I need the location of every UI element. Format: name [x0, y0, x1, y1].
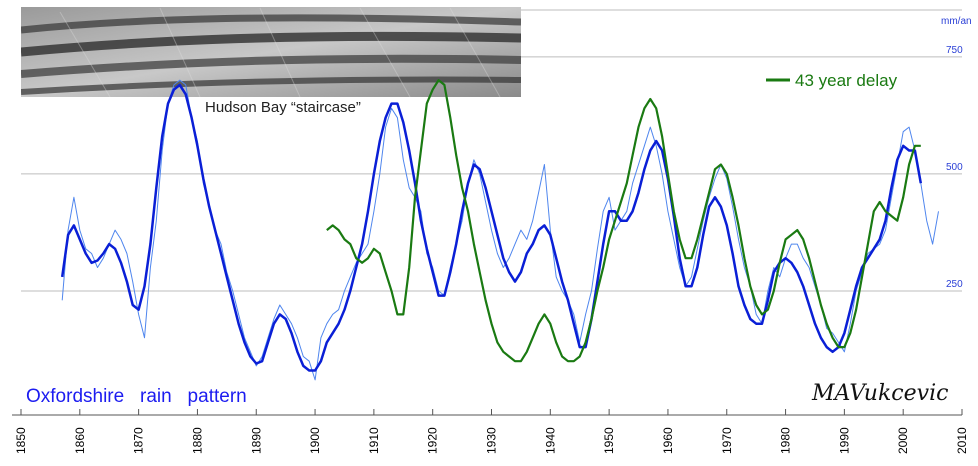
hudson-bay-photo: [21, 7, 521, 97]
x-tick-1900: 1900: [308, 427, 322, 454]
x-tick-1970: 1970: [720, 427, 734, 454]
x-tick-1930: 1930: [485, 427, 499, 454]
legend-label-delay: 43 year delay: [795, 71, 898, 90]
chart-title: Oxfordshire rain pattern: [26, 386, 247, 407]
series-group: [60, 79, 939, 381]
x-tick-1870: 1870: [132, 427, 146, 454]
x-tick-1920: 1920: [426, 427, 440, 454]
x-tick-1890: 1890: [249, 427, 263, 454]
y-tick-labels: 250 500 750: [946, 45, 963, 290]
x-tick-1950: 1950: [602, 427, 616, 454]
x-tick-1910: 1910: [367, 427, 381, 454]
series-line-smoothed: [60, 83, 923, 372]
x-tick-1860: 1860: [73, 427, 87, 454]
y-tick-250: 250: [946, 279, 963, 290]
x-tick-2010: 2010: [955, 427, 969, 454]
y-tick-500: 500: [946, 162, 963, 173]
x-tick-1980: 1980: [779, 427, 793, 454]
x-tick-2000: 2000: [896, 427, 910, 454]
y-unit-label: mm/an: [941, 16, 972, 27]
x-tick-1940: 1940: [543, 427, 557, 454]
series-line-delay: [326, 79, 921, 363]
x-tick-labels: 1850 1860 1870 1880 1890 1900 1910 1920 1930 1940…: [14, 409, 969, 454]
y-tick-750: 750: [946, 45, 963, 56]
inset-caption: Hudson Bay “staircase”: [205, 99, 361, 116]
x-tick-1990: 1990: [837, 427, 851, 454]
x-tick-1880: 1880: [190, 427, 204, 454]
x-tick-1960: 1960: [661, 427, 675, 454]
x-tick-1850: 1850: [14, 427, 28, 454]
author-signature: MAVukcevic: [811, 381, 948, 406]
